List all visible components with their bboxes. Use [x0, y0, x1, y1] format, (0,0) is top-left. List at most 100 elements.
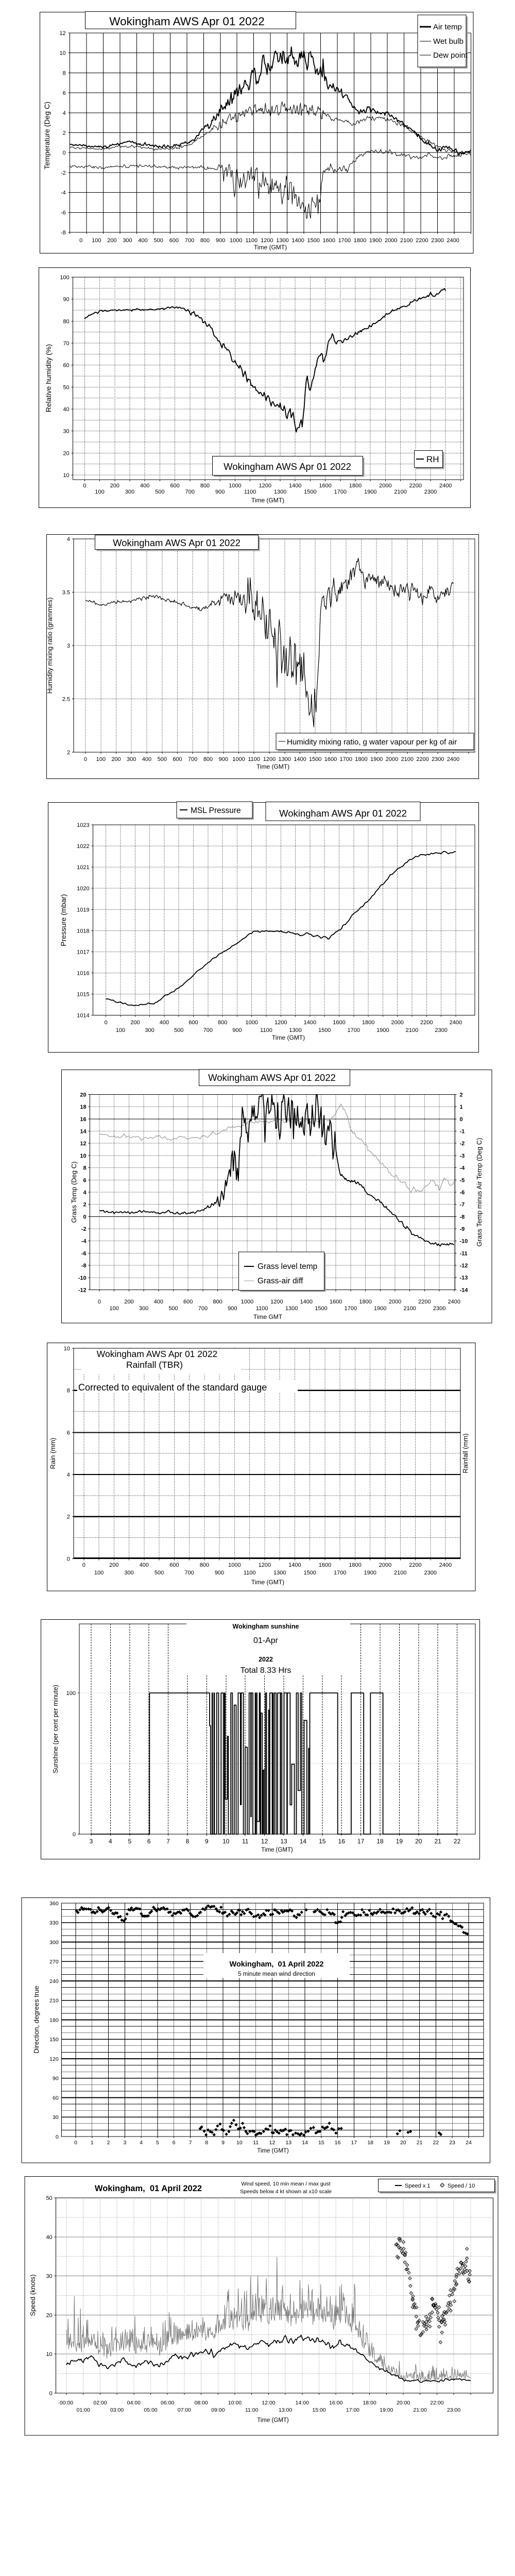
svg-text:1700: 1700 — [334, 1570, 346, 1576]
svg-text:4: 4 — [109, 1838, 112, 1845]
svg-text:50: 50 — [63, 384, 69, 391]
svg-text:1200: 1200 — [270, 1299, 283, 1305]
svg-text:Wokingham AWS Apr 01 2022: Wokingham AWS Apr 01 2022 — [113, 537, 241, 548]
svg-text:2022: 2022 — [259, 1656, 273, 1663]
svg-text:06:00: 06:00 — [161, 2400, 174, 2406]
svg-text:700: 700 — [198, 1306, 208, 1312]
svg-text:1100: 1100 — [260, 1027, 272, 1033]
svg-text:300: 300 — [49, 1940, 59, 1946]
svg-text:2300: 2300 — [435, 1027, 447, 1033]
svg-text:2000: 2000 — [385, 238, 397, 244]
svg-text:1000: 1000 — [228, 1562, 241, 1568]
svg-text:Time GMT: Time GMT — [253, 1313, 283, 1320]
svg-text:2.5: 2.5 — [62, 697, 70, 703]
svg-text:200: 200 — [111, 756, 121, 762]
svg-text:20: 20 — [46, 2312, 52, 2318]
svg-text:0: 0 — [83, 483, 86, 489]
svg-text:18:00: 18:00 — [363, 2400, 376, 2406]
svg-text:12: 12 — [80, 1141, 86, 1147]
svg-text:400: 400 — [154, 1299, 163, 1305]
svg-text:Corrected to equivalent of the: Corrected to equivalent of the standard … — [78, 1382, 267, 1393]
svg-text:1400: 1400 — [300, 1299, 313, 1305]
svg-text:800: 800 — [200, 238, 210, 244]
svg-text:1200: 1200 — [261, 238, 273, 244]
svg-text:1015: 1015 — [77, 992, 89, 998]
svg-text:19:00: 19:00 — [380, 2407, 393, 2413]
svg-text:Time (GMT): Time (GMT) — [251, 497, 284, 504]
svg-text:6: 6 — [67, 1430, 70, 1436]
svg-text:1019: 1019 — [77, 907, 89, 913]
svg-text:2: 2 — [107, 2140, 110, 2146]
svg-text:100: 100 — [94, 1570, 104, 1576]
svg-text:1900: 1900 — [364, 1570, 376, 1576]
svg-text:21: 21 — [435, 1838, 442, 1845]
svg-text:0: 0 — [67, 1556, 70, 1562]
svg-text:11:00: 11:00 — [245, 2407, 259, 2413]
svg-text:-10: -10 — [460, 1239, 468, 1245]
svg-text:6: 6 — [63, 90, 66, 96]
svg-text:1600: 1600 — [319, 1562, 331, 1568]
svg-text:Wind speed, 10 min mean / max: Wind speed, 10 min mean / max gust — [241, 2181, 330, 2187]
svg-text:4: 4 — [140, 2140, 143, 2146]
svg-text:Sunshine (per cent per minute): Sunshine (per cent per minute) — [52, 1685, 59, 1773]
svg-text:2: 2 — [83, 1202, 86, 1208]
svg-text:RH: RH — [426, 454, 439, 464]
svg-text:-6: -6 — [460, 1190, 465, 1196]
svg-text:Speed / 10: Speed / 10 — [448, 2183, 475, 2189]
svg-text:600: 600 — [173, 756, 182, 762]
svg-text:Direction, degrees true: Direction, degrees true — [32, 1986, 40, 2054]
svg-text:2200: 2200 — [420, 1020, 433, 1026]
svg-text:04:00: 04:00 — [127, 2400, 141, 2406]
svg-text:1500: 1500 — [307, 238, 319, 244]
svg-text:24: 24 — [466, 2140, 472, 2146]
svg-text:2: 2 — [63, 130, 66, 137]
svg-text:Wokingham AWS Apr 01 2022: Wokingham AWS Apr 01 2022 — [279, 808, 407, 819]
svg-text:360: 360 — [49, 1901, 59, 1907]
svg-text:1000: 1000 — [230, 238, 242, 244]
svg-text:1800: 1800 — [359, 1299, 371, 1305]
svg-text:1800: 1800 — [349, 1562, 361, 1568]
svg-text:60: 60 — [63, 363, 69, 369]
svg-text:Grass-air diff: Grass-air diff — [258, 1277, 303, 1285]
svg-text:2100: 2100 — [401, 756, 414, 762]
svg-text:2: 2 — [67, 1514, 70, 1520]
svg-text:1900: 1900 — [374, 1306, 386, 1312]
svg-text:1022: 1022 — [77, 843, 89, 850]
svg-text:00:00: 00:00 — [60, 2400, 73, 2406]
svg-text:22:00: 22:00 — [430, 2400, 443, 2406]
svg-text:20: 20 — [415, 1838, 422, 1845]
svg-text:1600: 1600 — [330, 1299, 342, 1305]
svg-text:Wokingham, 01 April 2022: Wokingham, 01 April 2022 — [230, 1960, 324, 1969]
svg-text:15: 15 — [319, 1838, 326, 1845]
svg-text:18: 18 — [376, 1838, 384, 1845]
svg-text:Wokingham, 01 April 2022: Wokingham, 01 April 2022 — [95, 2184, 202, 2193]
svg-text:50: 50 — [46, 2195, 52, 2201]
svg-text:Humidity mixing ratio (grammes: Humidity mixing ratio (grammes) — [46, 597, 54, 693]
svg-text:1014: 1014 — [77, 1013, 89, 1019]
svg-text:16: 16 — [80, 1116, 86, 1123]
svg-text:600: 600 — [188, 1020, 198, 1026]
svg-text:1200: 1200 — [263, 756, 276, 762]
svg-text:400: 400 — [142, 756, 151, 762]
svg-text:80: 80 — [63, 318, 69, 325]
svg-text:150: 150 — [49, 2037, 59, 2043]
svg-text:2100: 2100 — [394, 1570, 406, 1576]
svg-text:MSL Pressure: MSL Pressure — [191, 806, 241, 815]
svg-text:3: 3 — [90, 1838, 93, 1845]
svg-text:6: 6 — [147, 1838, 151, 1845]
svg-text:10: 10 — [222, 1838, 230, 1845]
svg-text:Time (GMT): Time (GMT) — [257, 2417, 289, 2424]
svg-text:11: 11 — [253, 2140, 259, 2146]
svg-text:Wokingham AWS Apr 01 2022: Wokingham AWS Apr 01 2022 — [208, 1072, 336, 1083]
svg-text:1000: 1000 — [241, 1299, 253, 1305]
svg-text:700: 700 — [184, 1570, 194, 1576]
svg-text:07:00: 07:00 — [178, 2407, 191, 2413]
svg-text:300: 300 — [125, 489, 134, 495]
svg-text:6: 6 — [173, 2140, 176, 2146]
svg-text:0: 0 — [460, 1116, 463, 1123]
svg-text:1000: 1000 — [232, 756, 245, 762]
svg-text:08:00: 08:00 — [194, 2400, 208, 2406]
svg-text:90: 90 — [53, 2076, 59, 2082]
svg-text:2400: 2400 — [439, 1562, 452, 1568]
svg-text:1016: 1016 — [77, 971, 89, 977]
